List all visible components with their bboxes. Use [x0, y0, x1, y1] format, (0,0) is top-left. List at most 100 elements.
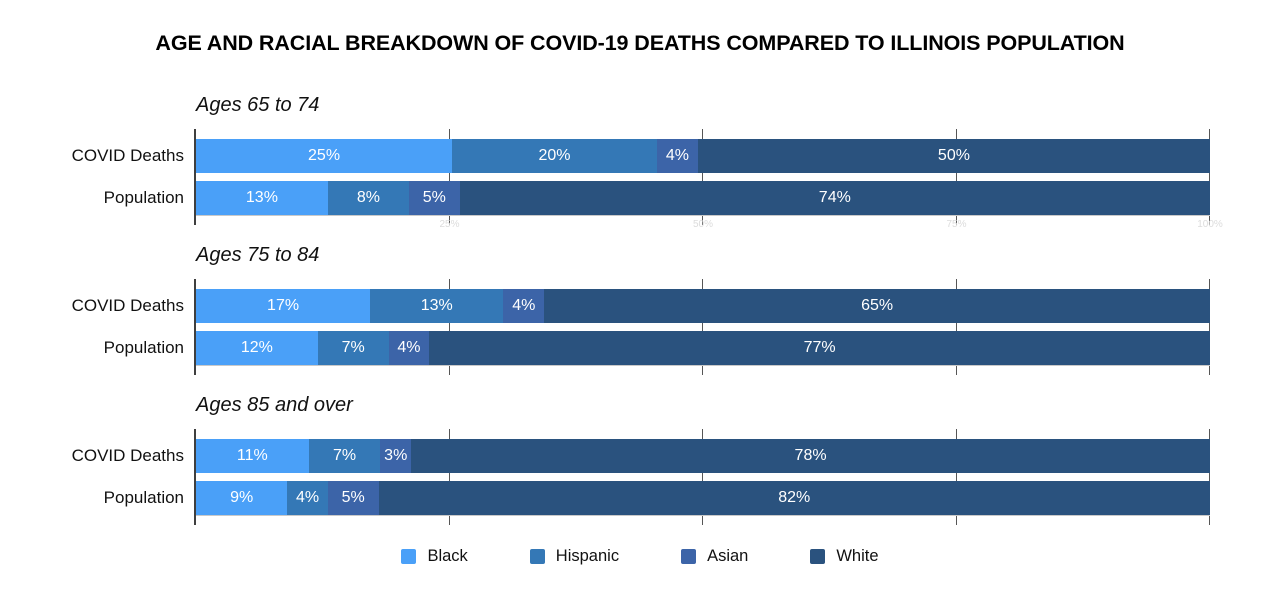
bar-segment-value: 13%	[420, 297, 453, 314]
bar-segment-value: 17%	[267, 297, 300, 314]
bar-segment-hispanic: 7%	[317, 331, 389, 365]
legend-label: Black	[427, 547, 468, 565]
stacked-bar: 25% 20% 4% 50%	[196, 139, 1210, 173]
x-axis-baseline	[196, 515, 1210, 516]
bar-segment-black: 17%	[196, 289, 371, 323]
bar-rows: COVID Deaths 25% 20% 4% 50% Population 13% 8% 5%…	[72, 139, 1210, 215]
bar-segment-value: 74%	[818, 189, 851, 206]
axis-tick-label: 25%	[439, 219, 460, 230]
row-label: Population	[103, 188, 184, 207]
bar-segment-value: 8%	[356, 189, 380, 206]
bar-segment-value: 7%	[341, 339, 365, 356]
legend-label: Hispanic	[555, 547, 620, 565]
legend-label: Asian	[707, 547, 749, 565]
bar-segment-value: 77%	[803, 339, 836, 356]
gridline-25	[448, 129, 450, 225]
bar-rows: COVID Deaths 17% 13% 4% 65% Population 12% 7% 4%…	[72, 289, 1211, 365]
bar-segment-value: 12%	[240, 339, 273, 356]
bar-segment-value: 50%	[937, 147, 970, 164]
legend-item-black: Black	[401, 547, 468, 566]
gridline-25	[448, 429, 450, 525]
bar-row: COVID Deaths 17% 13% 4% 65%	[72, 289, 1210, 323]
row-label: COVID Deaths	[71, 296, 184, 315]
bar-segment-black: 9%	[196, 481, 288, 515]
bar-segment-hispanic: 20%	[452, 139, 657, 173]
bar-segment-asian: 5%	[327, 481, 379, 515]
age-group-section: Ages 75 to 84 COVID Deaths 17% 13% 4% 65% Popu…	[0, 242, 1280, 375]
stacked-bar: 17% 13% 4% 65%	[196, 289, 1210, 323]
age-group-section: Ages 65 to 74 25% 50% 75% 100% COVID Deaths 25…	[0, 92, 1280, 230]
bar-segment-value: 11%	[236, 447, 268, 464]
row-label: Population	[103, 338, 184, 357]
bar-segment-white: 74%	[459, 181, 1210, 215]
legend-item-white: White	[810, 547, 879, 566]
stacked-bar: 13% 8% 5% 74%	[196, 181, 1210, 215]
bar-segment-value: 3%	[384, 447, 408, 464]
bar-segment-hispanic: 13%	[370, 289, 504, 323]
bar-segment-black: 12%	[196, 331, 318, 365]
bar-segment-value: 4%	[665, 147, 689, 164]
bar-segment-value: 13%	[245, 189, 278, 206]
gridline-75	[955, 129, 957, 225]
bar-segment-asian: 5%	[408, 181, 460, 215]
gridline-50	[702, 429, 703, 525]
bar-segment-asian: 4%	[656, 139, 698, 173]
bar-segment-black: 11%	[196, 439, 309, 473]
bar-segment-hispanic: 7%	[308, 439, 381, 473]
y-axis-line	[194, 129, 196, 225]
bar-segment-value: 20%	[538, 147, 571, 164]
plot-area: 25% 50% 75% 100% COVID Deaths 25% 20% 4% 50% Popu…	[72, 129, 1223, 230]
bar-row: COVID Deaths 11% 7% 3% 78%	[72, 439, 1211, 473]
legend-swatch-asian	[681, 549, 697, 564]
age-group-title: Ages 75 to 84	[196, 244, 320, 266]
y-axis-line	[194, 279, 196, 375]
bar-row: Population 9% 4% 5% 82%	[104, 481, 1211, 515]
bar-segment-value: 65%	[861, 297, 894, 314]
bar-segment-value: 7%	[332, 447, 357, 464]
bar-segment-value: 5%	[341, 489, 365, 506]
stacked-bar: 11% 7% 3% 78%	[196, 439, 1211, 473]
bar-segment-value: 82%	[778, 489, 811, 506]
stacked-bar: 12% 7% 4% 77%	[196, 331, 1211, 365]
gridline-75	[955, 279, 957, 375]
gridline-100	[1209, 279, 1210, 375]
legend-swatch-white	[810, 549, 826, 564]
axis-tick-label: 100%	[1197, 219, 1223, 230]
bar-row: Population 13% 8% 5% 74%	[104, 181, 1210, 215]
bar-segment-value: 4%	[512, 297, 536, 314]
bar-segment-white: 77%	[429, 331, 1211, 365]
bar-rows: COVID Deaths 11% 7% 3% 78% Population 9% 4% 5% 82…	[72, 439, 1211, 515]
bar-segment-asian: 4%	[388, 331, 430, 365]
bar-segment-white: 50%	[697, 139, 1210, 173]
bar-segment-value: 25%	[308, 147, 341, 164]
row-label: COVID Deaths	[71, 446, 184, 465]
bar-segment-white: 82%	[378, 481, 1211, 515]
legend-label: White	[836, 547, 879, 565]
bar-segment-hispanic: 8%	[327, 181, 409, 215]
bar-row: COVID Deaths 25% 20% 4% 50%	[72, 139, 1210, 173]
bar-segment-black: 25%	[196, 139, 453, 173]
gridline-75	[955, 429, 957, 525]
gridline-25	[448, 279, 450, 375]
bar-segment-value: 4%	[397, 339, 421, 356]
bar-row: Population 12% 7% 4% 77%	[104, 331, 1211, 365]
bar-segment-asian: 3%	[380, 439, 412, 473]
bar-segment-value: 5%	[422, 189, 446, 206]
bar-segment-hispanic: 4%	[287, 481, 328, 515]
bar-segment-black: 13%	[196, 181, 328, 215]
plot-area: COVID Deaths 11% 7% 3% 78% Population 9% 4% 5% 82…	[72, 429, 1211, 525]
legend-item-hispanic: Hispanic	[529, 547, 620, 566]
bar-segment-asian: 4%	[503, 289, 545, 323]
axis-tick-label: 75%	[946, 219, 967, 230]
age-group-title: Ages 65 to 74	[196, 94, 320, 116]
bar-segment-value: 4%	[295, 489, 320, 506]
chart-groups: Ages 65 to 74 25% 50% 75% 100% COVID Deaths 25…	[0, 92, 1280, 525]
gridline-50	[702, 129, 703, 225]
age-group-title: Ages 85 and over	[196, 394, 353, 416]
gridline-100	[1209, 429, 1210, 525]
legend-swatch-black	[401, 549, 417, 564]
row-label: COVID Deaths	[71, 146, 184, 165]
bar-segment-white: 65%	[544, 289, 1210, 323]
legend: Black Hispanic Asian White	[0, 547, 1280, 566]
chart-title: AGE AND RACIAL BREAKDOWN OF COVID-19 DEA…	[155, 31, 1125, 55]
